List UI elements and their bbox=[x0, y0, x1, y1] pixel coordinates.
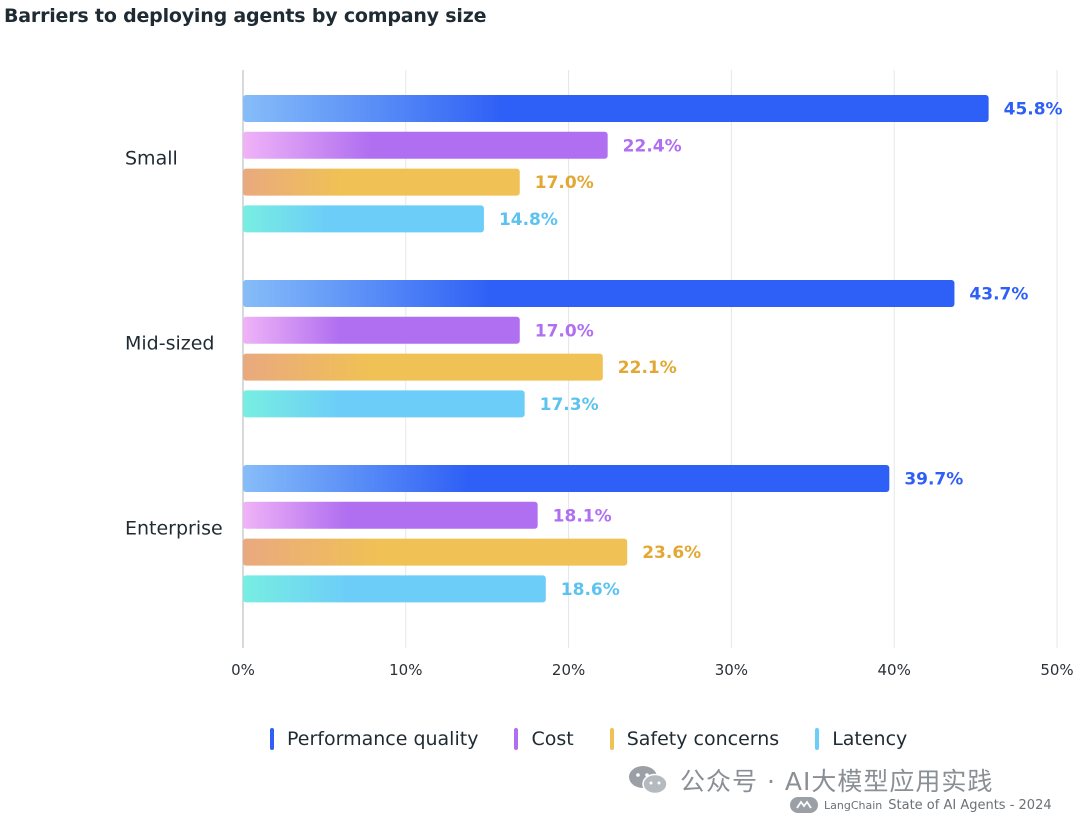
bar-chart: 0% 10% 20% 30% 40% 50% Small 45.8% 22.4% 17.0% 14.… bbox=[125, 70, 1074, 680]
footer: LangChain State of AI Agents - 2024 bbox=[790, 797, 1052, 813]
data-label: 23.6% bbox=[642, 543, 701, 563]
legend: Performance quality Cost Safety concerns La… bbox=[270, 728, 943, 750]
bar-cost bbox=[243, 131, 608, 159]
bar-latency bbox=[243, 390, 525, 418]
category-label: Enterprise bbox=[125, 518, 223, 540]
legend-item: Cost bbox=[514, 728, 574, 750]
data-label: 43.7% bbox=[969, 285, 1028, 305]
data-label: 18.6% bbox=[561, 580, 620, 600]
legend-item: Latency bbox=[815, 728, 907, 750]
footer-text: State of AI Agents - 2024 bbox=[888, 797, 1052, 813]
langchain-icon bbox=[790, 797, 818, 813]
legend-swatch bbox=[815, 728, 820, 750]
footer-brand: LangChain bbox=[824, 798, 883, 812]
chart-title: Barriers to deploying agents by company … bbox=[4, 5, 487, 27]
bar-cost bbox=[243, 316, 520, 344]
data-label: 17.3% bbox=[540, 395, 599, 415]
bar-performance-quality bbox=[243, 95, 989, 122]
category-label: Mid-sized bbox=[125, 333, 215, 355]
legend-swatch bbox=[514, 728, 519, 750]
x-tick-label: 10% bbox=[389, 661, 422, 679]
labels: 0% 10% 20% 30% 40% 50% Small 45.8% 22.4% 17.0% 14.… bbox=[125, 100, 1074, 680]
legend-item: Performance quality bbox=[270, 728, 478, 750]
legend-swatch bbox=[609, 728, 614, 750]
data-label: 22.4% bbox=[623, 136, 682, 156]
data-label: 17.0% bbox=[535, 173, 594, 193]
x-tick-label: 20% bbox=[552, 661, 585, 679]
bars bbox=[243, 95, 989, 603]
data-label: 45.8% bbox=[1004, 100, 1063, 120]
legend-label: Cost bbox=[531, 728, 574, 750]
bar-cost bbox=[243, 501, 538, 529]
legend-label: Performance quality bbox=[287, 728, 479, 750]
bar-latency bbox=[243, 575, 546, 603]
watermark-text: 公众号 · AI大模型应用实践 bbox=[680, 767, 994, 796]
data-label: 14.8% bbox=[499, 210, 558, 230]
bar-safety-concerns bbox=[243, 168, 520, 196]
x-tick-label: 50% bbox=[1040, 661, 1073, 679]
data-label: 22.1% bbox=[618, 358, 677, 378]
legend-label: Safety concerns bbox=[626, 728, 780, 750]
x-tick-label: 40% bbox=[878, 661, 911, 679]
legend-item: Safety concerns bbox=[609, 728, 780, 750]
bar-performance-quality bbox=[243, 280, 955, 307]
bar-safety-concerns bbox=[243, 538, 628, 566]
watermark: 公众号 · AI大模型应用实践 bbox=[628, 762, 993, 798]
x-tick-label: 30% bbox=[715, 661, 748, 679]
x-tick-label: 0% bbox=[231, 661, 255, 679]
data-label: 17.0% bbox=[535, 321, 594, 341]
data-label: 18.1% bbox=[553, 506, 612, 526]
legend-label: Latency bbox=[832, 728, 908, 750]
bar-latency bbox=[243, 205, 484, 233]
bar-safety-concerns bbox=[243, 353, 603, 381]
bar-performance-quality bbox=[243, 465, 890, 492]
data-label: 39.7% bbox=[904, 470, 963, 490]
wechat-icon bbox=[629, 766, 668, 795]
category-label: Small bbox=[125, 148, 178, 170]
legend-swatch bbox=[270, 728, 274, 750]
